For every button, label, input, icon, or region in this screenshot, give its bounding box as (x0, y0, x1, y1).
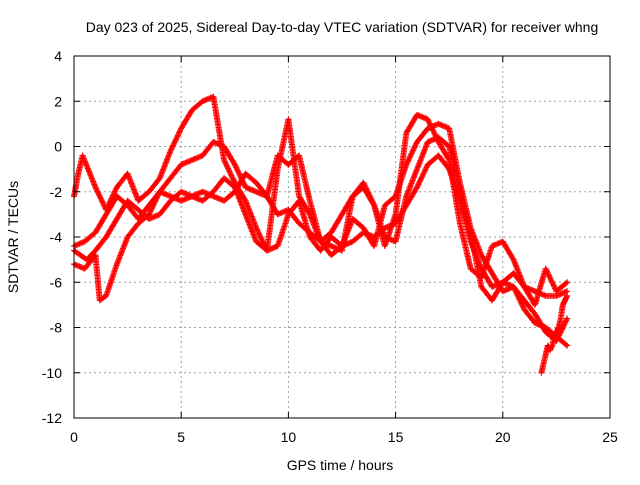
data-point (564, 279, 571, 286)
y-tick-label: -4 (50, 229, 63, 245)
y-tick-label: 0 (54, 139, 62, 155)
series-track-4 (71, 120, 571, 345)
y-tick-label: -12 (42, 410, 62, 426)
x-axis-label: GPS time / hours (287, 457, 394, 473)
data-point-interp (241, 196, 248, 203)
y-axis-label: SDTVAR / TECUs (5, 181, 21, 293)
series-track-1 (71, 152, 571, 299)
data-point-interp (370, 201, 377, 208)
chart-title: Day 023 of 2025, Sidereal Day-to-day VTE… (86, 19, 599, 35)
y-tick-label: -2 (50, 184, 63, 200)
data-point (564, 315, 571, 322)
data-point (564, 292, 571, 299)
y-tick-label: 4 (54, 48, 62, 64)
x-tick-label: 10 (281, 429, 297, 445)
x-tick-label: 0 (70, 429, 78, 445)
y-tick-label: -8 (50, 320, 63, 336)
data-point-interp (562, 341, 569, 348)
x-tick-label: 15 (388, 429, 404, 445)
y-tick-label: -10 (42, 365, 62, 381)
series-track-3 (71, 134, 571, 349)
series-track-5 (538, 292, 571, 376)
x-tick-label: 20 (495, 429, 511, 445)
y-tick-label: -6 (50, 274, 63, 290)
x-tick-label: 25 (602, 429, 618, 445)
data-point (564, 342, 571, 349)
tick-layer: 0 5 10 15 20 25 -12 -10 -8 -6 -4 -2 0 2 4 (42, 48, 618, 445)
series-layer (71, 93, 571, 376)
data-point-interp (562, 280, 569, 287)
y-tick-label: 2 (54, 93, 62, 109)
data-point-interp (509, 255, 516, 262)
x-tick-label: 5 (177, 429, 185, 445)
